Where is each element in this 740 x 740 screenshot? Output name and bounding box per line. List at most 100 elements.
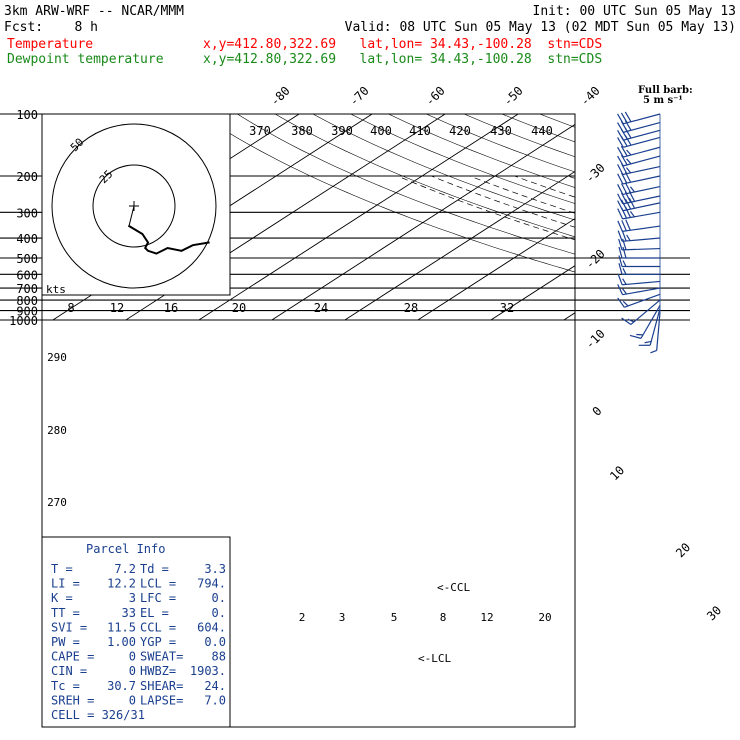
pressure-tick-label: 200: [16, 170, 38, 184]
barb-flag: [617, 220, 623, 232]
mixing-ratio-label: 12: [110, 301, 124, 315]
parcel-info-value: 7.2: [114, 562, 136, 576]
barb-flag: [622, 268, 627, 275]
dry-adiabat: [237, 114, 575, 255]
wind-barb: [617, 135, 661, 148]
barb-flag: [617, 129, 624, 141]
barb-shaft: [623, 146, 661, 158]
parcel-info-label: Td =: [140, 562, 169, 576]
parcel-info-label: YGP =: [140, 635, 176, 649]
barb-flag: [625, 219, 631, 231]
barb-shaft: [622, 287, 661, 296]
parcel-info-label: TT =: [51, 606, 80, 620]
parcel-info-value: 0: [129, 693, 136, 707]
pressure-tick-label: 800: [16, 294, 38, 308]
isotherm-label: -40: [578, 84, 603, 109]
parcel-info-value: 794.: [197, 577, 226, 591]
barb-flag: [617, 297, 625, 308]
wind-barb: [638, 308, 661, 346]
barb-shaft: [622, 195, 661, 205]
isotherm: [490, 265, 575, 321]
barb-shaft: [640, 305, 661, 339]
isotherm-label: -70: [347, 84, 372, 109]
isotherm-label: -30: [583, 161, 608, 186]
theta-label: 400: [370, 124, 392, 138]
parcel-info-value: 12.2: [107, 577, 136, 591]
pressure-tick-label: 600: [16, 268, 38, 282]
barb-flag: [621, 317, 632, 325]
wind-barbs: [617, 111, 661, 354]
parcel-info-value: 0.: [212, 591, 226, 605]
isotherm-label: -10: [583, 327, 608, 352]
parcel-info-value: 1903.: [190, 664, 226, 678]
dry-adiabat: [426, 114, 575, 173]
theta-label: 270: [47, 496, 67, 509]
barb-shaft: [649, 308, 661, 346]
isotherm: [271, 123, 575, 321]
barb-shaft: [622, 185, 661, 196]
wind-barb: [617, 197, 661, 212]
pressure-tick-label: 500: [16, 252, 38, 266]
barb-flag: [626, 167, 632, 174]
theta-label: 290: [47, 351, 67, 364]
isotherm: [198, 114, 519, 321]
parcel-info-label: LAPSE=: [140, 693, 183, 707]
wind-barb: [617, 273, 661, 286]
barb-flag: [617, 164, 624, 175]
hodograph-box: [41, 113, 231, 296]
barb-flag: [617, 113, 624, 125]
barb-flag: [617, 146, 624, 158]
theta-label: 410: [409, 124, 431, 138]
barb-shaft: [623, 113, 661, 125]
parcel-info-label: PW =: [51, 635, 80, 649]
barb-flag: [626, 158, 632, 165]
theta-label: 280: [47, 424, 67, 437]
mixing-ratio-label: 3: [339, 611, 346, 624]
barb-flag: [622, 278, 627, 285]
wind-barb: [617, 219, 661, 232]
parcel-info-box: [41, 536, 231, 728]
wind-barb: [618, 246, 660, 259]
parcel-info-label: CIN =: [51, 664, 87, 678]
model-title: 3km ARW-WRF -- NCAR/MMM: [4, 4, 184, 19]
isotherm-label: 0: [590, 404, 605, 419]
isotherm: [344, 170, 575, 321]
hodograph-ring: [51, 123, 217, 289]
dry-adiabat: [274, 114, 575, 238]
hodograph-ring: [92, 164, 176, 248]
lcl-marker: <-LCL: [418, 652, 451, 665]
barb-flag: [626, 149, 632, 156]
dry-adiabat: [199, 114, 575, 273]
parcel-info-value: 88: [212, 650, 226, 664]
parcel-info-label: LFC =: [140, 591, 176, 605]
theta-label: 380: [291, 124, 313, 138]
parcel-info-label: SREH =: [51, 693, 94, 707]
barb-flag: [629, 334, 642, 339]
parcel-info-label: K =: [51, 591, 73, 605]
barb-legend-title: Full barb:: [638, 85, 693, 96]
moist-adiabat: [431, 175, 575, 228]
dry-adiabat: [578, 114, 740, 320]
wind-barb: [650, 312, 661, 354]
parcel-info-label: Tc =: [51, 679, 80, 693]
parcel-info-value: 24.: [204, 679, 226, 693]
barb-shaft: [623, 155, 661, 167]
mixing-ratio-label: 20: [232, 301, 246, 315]
parcel-info-label: HWBZ=: [140, 664, 176, 678]
wind-barb: [617, 111, 661, 125]
barb-shaft: [623, 136, 661, 148]
barb-flag: [618, 255, 623, 267]
isotherm-label: -20: [583, 247, 608, 272]
moist-adiabat: [469, 175, 575, 214]
isotherm-label: 20: [673, 540, 693, 560]
barb-shaft: [624, 293, 661, 308]
parcel-info-value: 0: [129, 664, 136, 678]
mixing-ratio-label: 16: [164, 301, 178, 315]
barb-flag: [624, 111, 632, 123]
pressure-tick-label: 1000: [9, 314, 38, 328]
wind-barb: [617, 284, 661, 296]
moist-adiabat: [715, 176, 740, 320]
barb-flag: [617, 200, 624, 212]
dry-adiabat: [729, 114, 740, 320]
barb-legend-units: 5 m s⁻¹: [643, 95, 683, 106]
